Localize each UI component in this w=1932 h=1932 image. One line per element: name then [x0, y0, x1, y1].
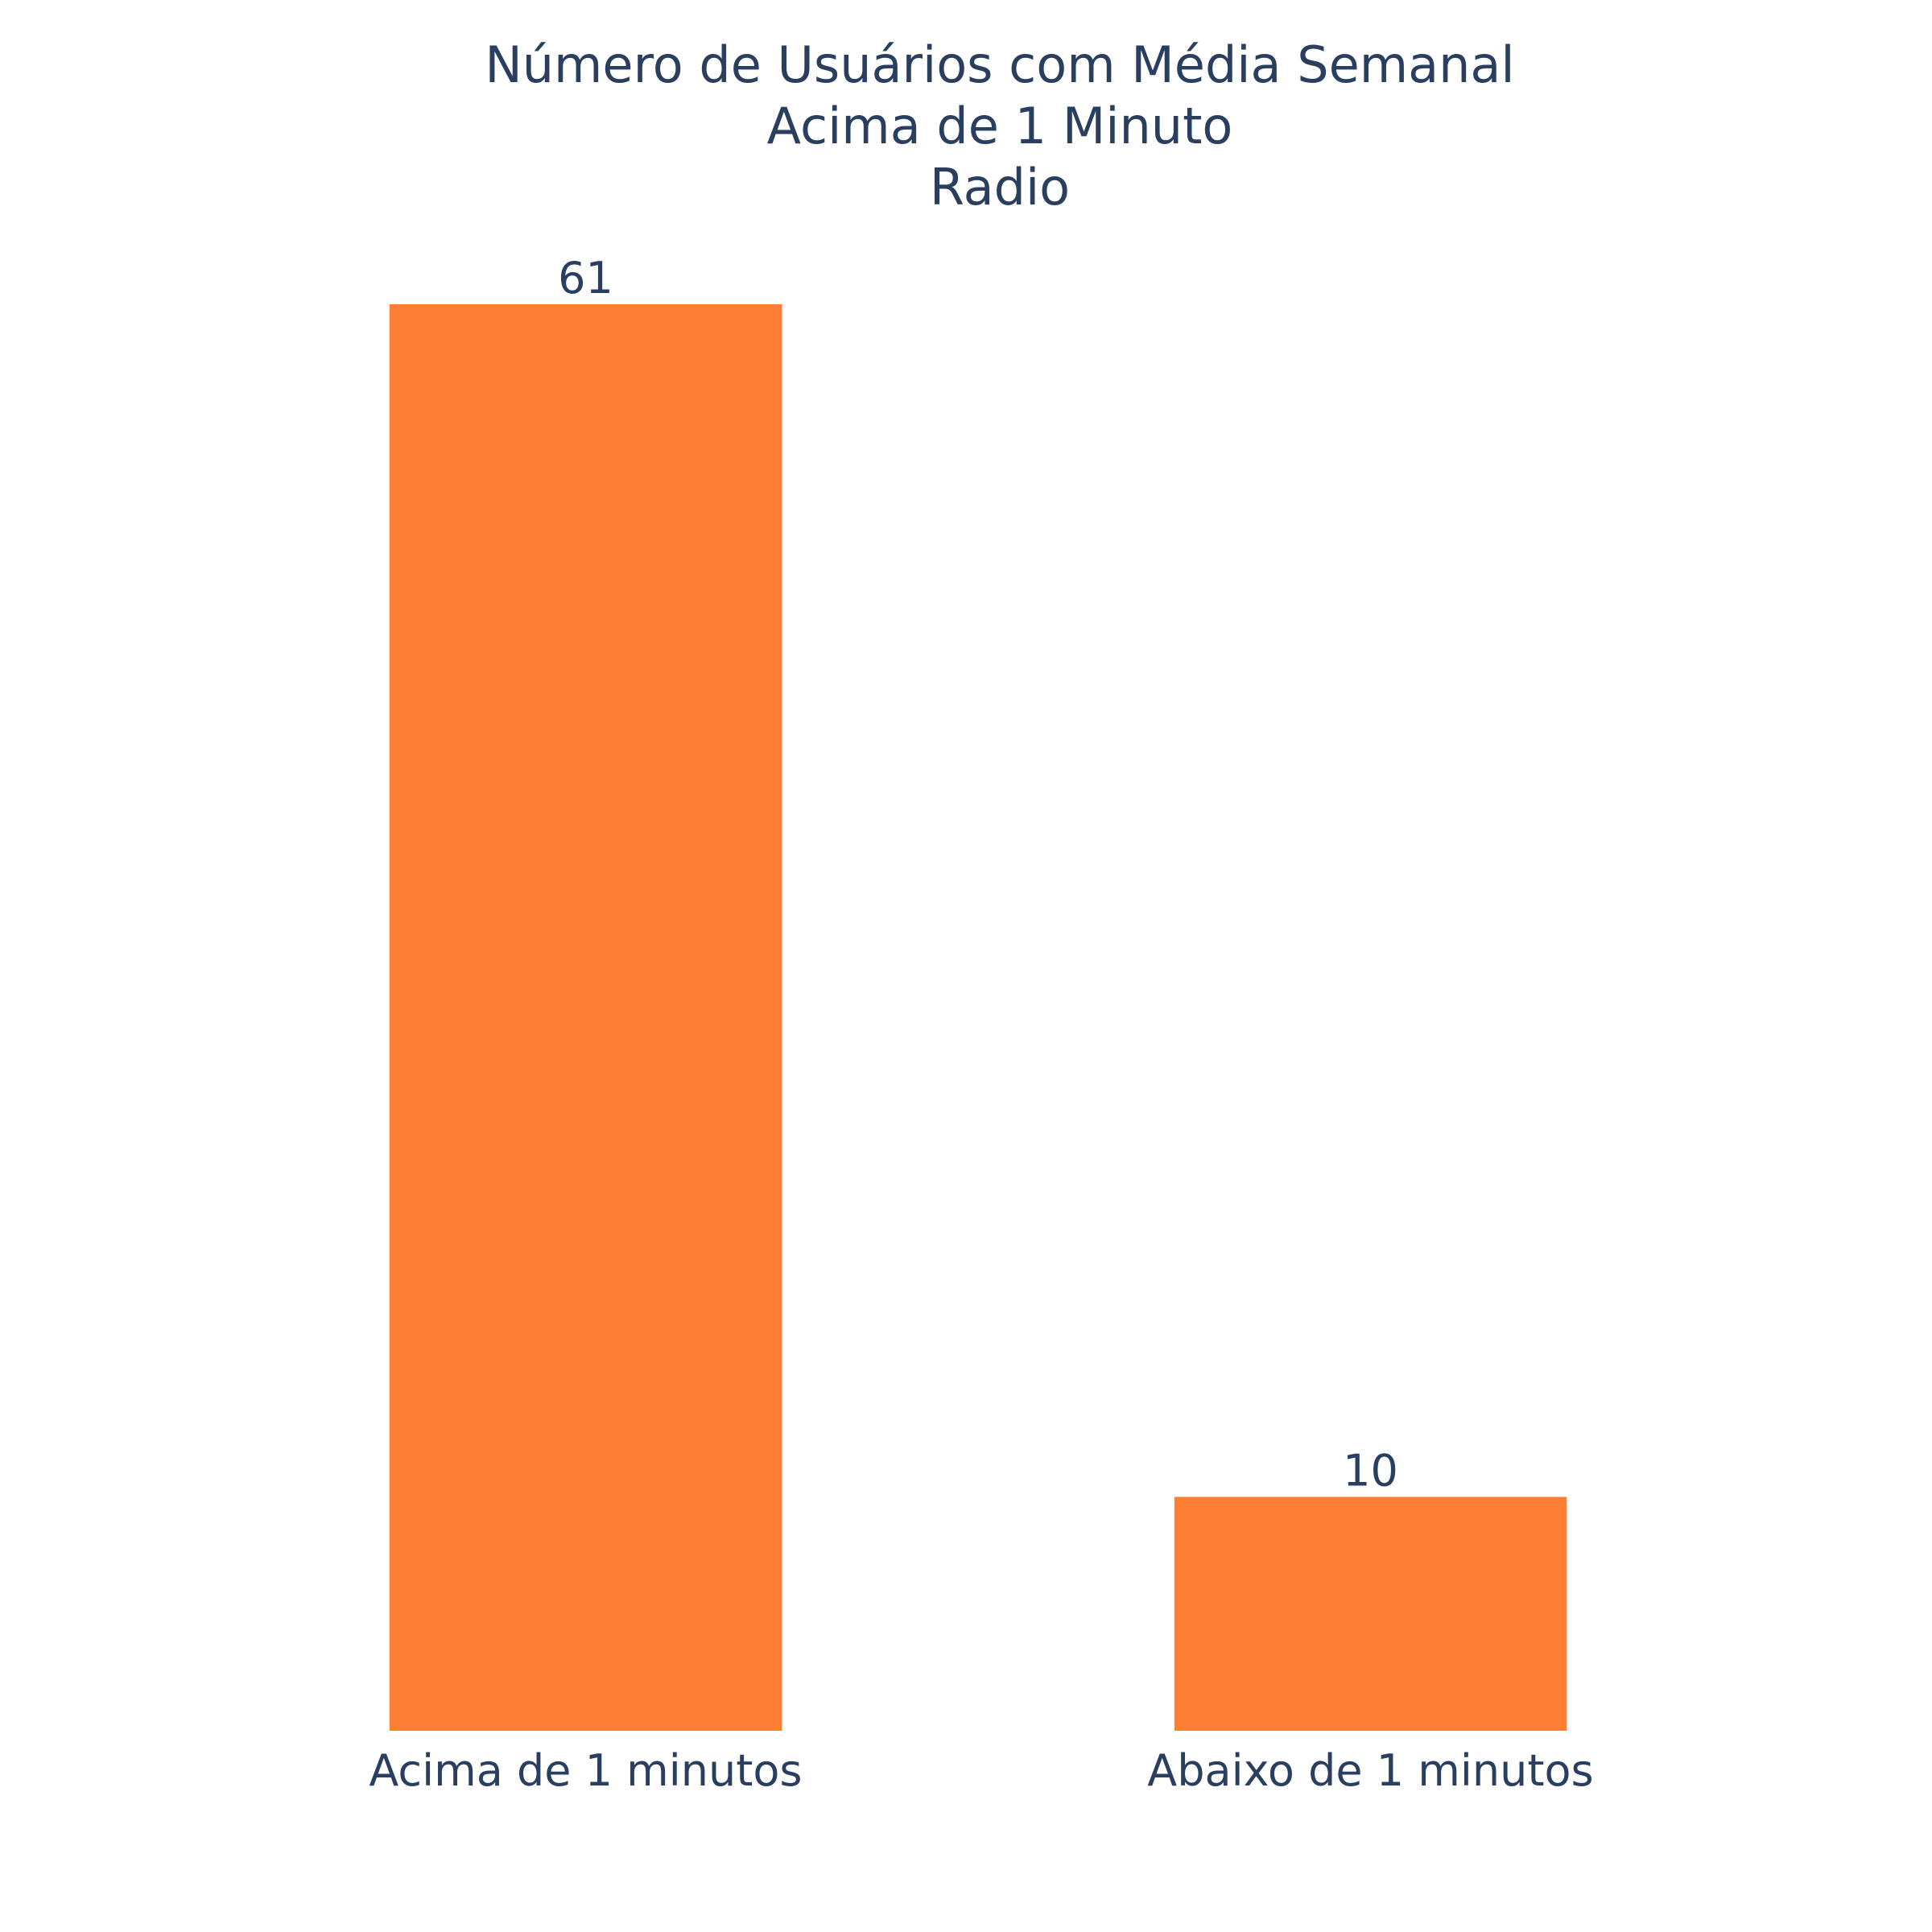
chart-title-line-1: Número de Usuários com Média Semanal	[485, 35, 1514, 94]
chart-title: Número de Usuários com Média Semanal Aci…	[485, 35, 1514, 217]
bar-0	[389, 304, 782, 1731]
x-tick-label-0: Acima de 1 minutos	[369, 1745, 802, 1796]
data-label-1: 10	[1343, 1446, 1398, 1496]
plot-area: 61 Acima de 1 minutos 10 Abaixo de 1 minuto…	[369, 253, 1593, 1796]
bar-1	[1174, 1496, 1567, 1731]
data-label-0: 61	[558, 253, 613, 303]
chart-title-line-2: Acima de 1 Minuto	[767, 97, 1233, 155]
x-tick-label-1: Abaixo de 1 minutos	[1147, 1745, 1593, 1796]
chart-title-line-3: Radio	[930, 158, 1070, 217]
